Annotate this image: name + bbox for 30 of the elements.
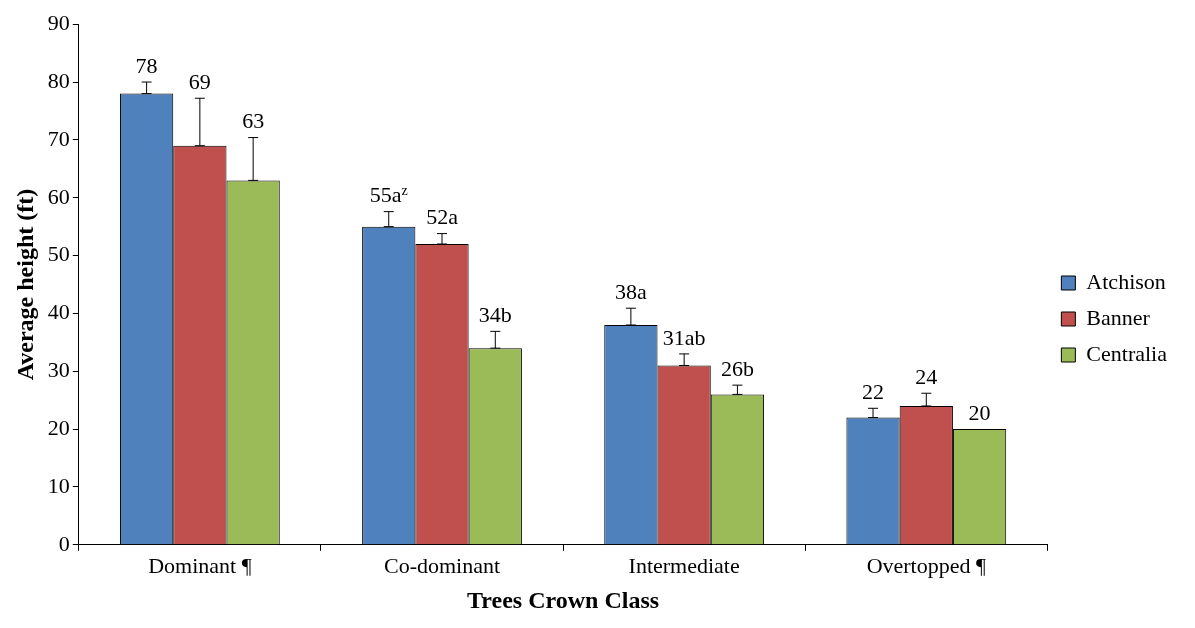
data-label: 22: [862, 379, 885, 405]
data-label: 63: [242, 108, 265, 134]
x-tick-label: Intermediate: [628, 552, 740, 578]
y-tick-label: 40: [47, 299, 70, 325]
y-axis-title: Average height (ft): [11, 188, 38, 381]
data-label: 69: [188, 69, 211, 95]
y-tick-label: 0: [58, 530, 70, 556]
data-label: 52a: [426, 204, 459, 230]
data-label: 78: [135, 52, 158, 78]
x-axis-title: Trees Crown Class: [467, 586, 660, 613]
data-label: 31ab: [662, 324, 706, 350]
legend-label: Centralia: [1086, 340, 1168, 366]
y-tick-label: 20: [47, 414, 70, 440]
data-label: 34b: [478, 302, 512, 328]
y-tick-label: 90: [47, 9, 70, 35]
data-label: 20: [968, 399, 991, 425]
legend-label: Atchison: [1086, 268, 1166, 294]
y-tick-label: 50: [47, 241, 70, 267]
y-tick-label: 60: [47, 183, 70, 209]
data-label: 26b: [720, 355, 754, 381]
x-tick-label: Dominant ¶: [148, 552, 252, 578]
y-tick-label: 30: [47, 357, 70, 383]
y-tick-label: 80: [47, 67, 70, 93]
data-label: 24: [915, 364, 938, 390]
y-tick-label: 10: [47, 472, 70, 498]
y-tick-label: 70: [47, 125, 70, 151]
x-tick-label: Overtopped ¶: [866, 552, 986, 578]
data-label: 38a: [615, 279, 647, 304]
legend-label: Banner: [1086, 304, 1151, 330]
x-tick-label: Co-dominant: [383, 552, 501, 578]
